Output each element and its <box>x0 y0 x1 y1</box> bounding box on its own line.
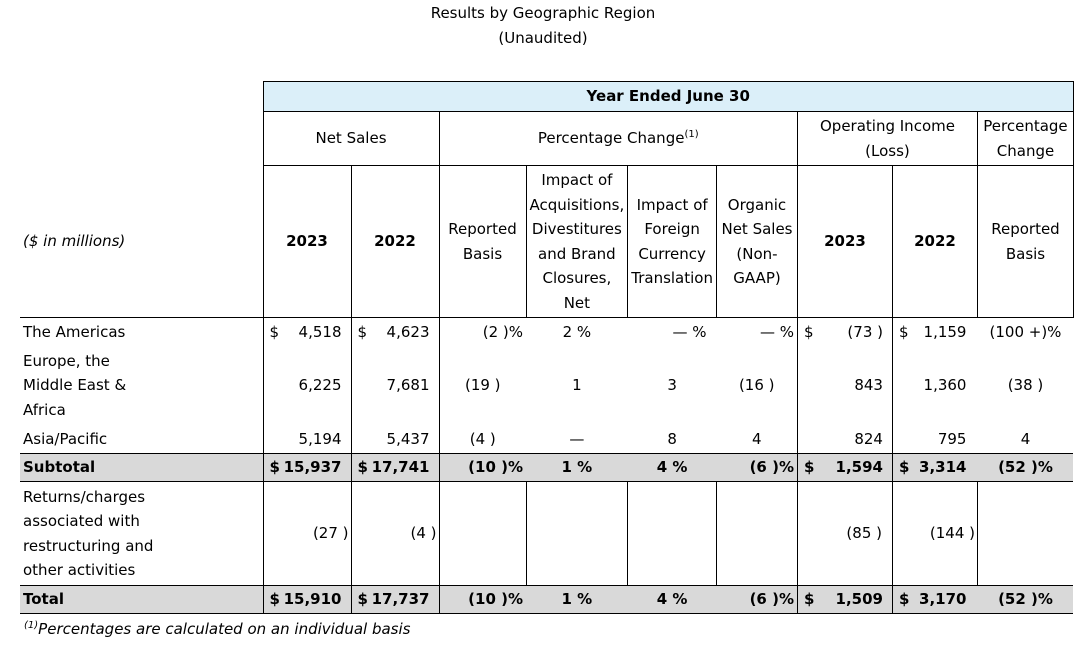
table-row: Asia/Pacific 5,194 5,437 (4 ) — 8 4 824 … <box>20 425 1073 454</box>
operating-income-header: Operating Income (Loss) <box>797 111 978 166</box>
total-row: Total $15,910 $17,737 (10 )% 1 % 4 % (6 … <box>20 585 1074 614</box>
col-2022: 2022 <box>351 165 440 318</box>
col-reported-basis: Reported Basis <box>439 165 527 318</box>
header-blank <box>20 82 263 112</box>
table-row: The Americas $4,518 $4,623 (2 )% 2 % — %… <box>20 317 1073 346</box>
results-table: Year Ended June 30 Net Sales Percentage … <box>20 81 1074 614</box>
percentage-change-header-2: Percentage Change <box>977 111 1074 166</box>
units-label: ($ in millions) <box>20 165 263 318</box>
col-op-2023: 2023 <box>797 165 893 318</box>
percentage-change-header: Percentage Change(1) <box>439 111 798 166</box>
subtotal-row: Subtotal $15,937 $17,741 (10 )% 1 % 4 % … <box>20 453 1074 482</box>
footnote: (1)Percentages are calculated on an indi… <box>24 620 411 638</box>
report-subtitle: (Unaudited) <box>498 29 588 47</box>
col-2023: 2023 <box>262 165 352 318</box>
report-title: Results by Geographic Region <box>430 4 656 22</box>
col-op-reported-basis: Reported Basis <box>977 165 1074 318</box>
table-row: Returns/charges associated with restruct… <box>20 481 1074 586</box>
col-op-2022: 2022 <box>892 165 978 318</box>
col-impact-acquisitions: Impact of Acquisitions, Divestitures and… <box>526 165 629 318</box>
table-row: Europe, the Middle East & Africa 6,225 7… <box>20 345 1073 426</box>
net-sales-header: Net Sales <box>262 111 440 166</box>
col-organic-net-sales: Organic Net Sales (Non-GAAP) <box>716 165 798 318</box>
period-header: Year Ended June 30 <box>262 81 1074 112</box>
col-impact-fx: Impact of Foreign Currency Translation <box>627 165 717 318</box>
